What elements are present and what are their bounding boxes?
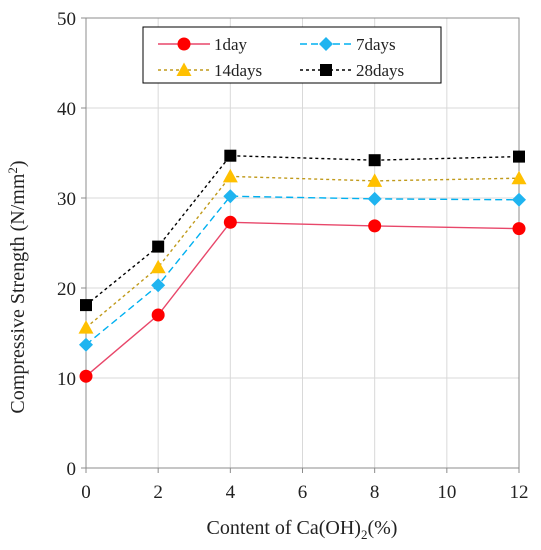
point-1day-0 — [79, 369, 93, 383]
point-28days-3 — [368, 154, 381, 167]
legend-marker-1day — [177, 37, 191, 51]
y-tick-label-4: 40 — [57, 99, 76, 120]
point-7days-3 — [367, 191, 382, 206]
point-7days-2 — [223, 189, 238, 204]
point-7days-1 — [151, 278, 166, 293]
x-tick-label-6: 12 — [510, 482, 529, 503]
point-14days-1 — [150, 259, 166, 274]
point-7days-0 — [79, 337, 93, 352]
legend-item-14days: 14days — [158, 61, 262, 80]
x-tick-label-3: 6 — [298, 482, 308, 503]
point-14days-4 — [511, 170, 527, 185]
point-1day-3 — [368, 219, 382, 233]
legend-item-7days: 7days — [300, 35, 396, 54]
legend-box — [142, 26, 442, 84]
y-tick-label-0: 0 — [67, 459, 77, 480]
x-tick-label-1: 2 — [153, 482, 163, 503]
x-axis-title: Content of Ca(OH)2(%) — [207, 517, 398, 542]
point-14days-3 — [367, 173, 383, 187]
legend-label-1day: 1day — [214, 35, 248, 54]
legend-marker-28days — [320, 64, 332, 76]
legend-label-28days: 28days — [356, 61, 404, 80]
point-14days-2 — [222, 168, 238, 183]
legend-label-7days: 7days — [356, 35, 396, 54]
y-tick-label-1: 10 — [57, 369, 76, 390]
legend-item-1day: 1day — [158, 35, 248, 54]
grid — [85, 17, 520, 469]
y-tick-label-2: 20 — [57, 279, 76, 300]
point-7days-4 — [512, 192, 526, 207]
point-14days-0 — [78, 320, 94, 334]
series-markers — [78, 149, 527, 383]
point-28days-4 — [513, 150, 525, 163]
legend-marker-7days — [319, 37, 333, 51]
x-tick-labels: 0 2 4 6 8 10 12 — [81, 468, 529, 503]
point-1day-1 — [151, 308, 165, 322]
y-tick-labels: 0 10 20 30 40 50 — [57, 9, 86, 480]
x-tick-label-4: 8 — [370, 482, 380, 503]
point-28days-2 — [224, 149, 237, 162]
y-tick-label-5: 50 — [57, 9, 76, 30]
series-line-28days — [85, 154, 520, 306]
legend: 1day 7days 14days 28days — [142, 26, 442, 84]
point-28days-0 — [80, 299, 92, 312]
point-1day-2 — [223, 215, 237, 229]
point-28days-1 — [152, 240, 165, 253]
legend-marker-14days — [176, 62, 192, 76]
x-tick-label-0: 0 — [81, 482, 91, 503]
legend-label-14days: 14days — [214, 61, 262, 80]
series-line-7days — [85, 195, 520, 346]
point-1day-4 — [512, 222, 526, 236]
x-tick-label-5: 10 — [437, 482, 456, 503]
y-tick-label-3: 30 — [57, 189, 76, 210]
legend-item-28days: 28days — [300, 61, 404, 80]
x-tick-label-2: 4 — [226, 482, 236, 503]
y-axis-title: Compressive Strength (N/mm2) — [5, 160, 29, 413]
